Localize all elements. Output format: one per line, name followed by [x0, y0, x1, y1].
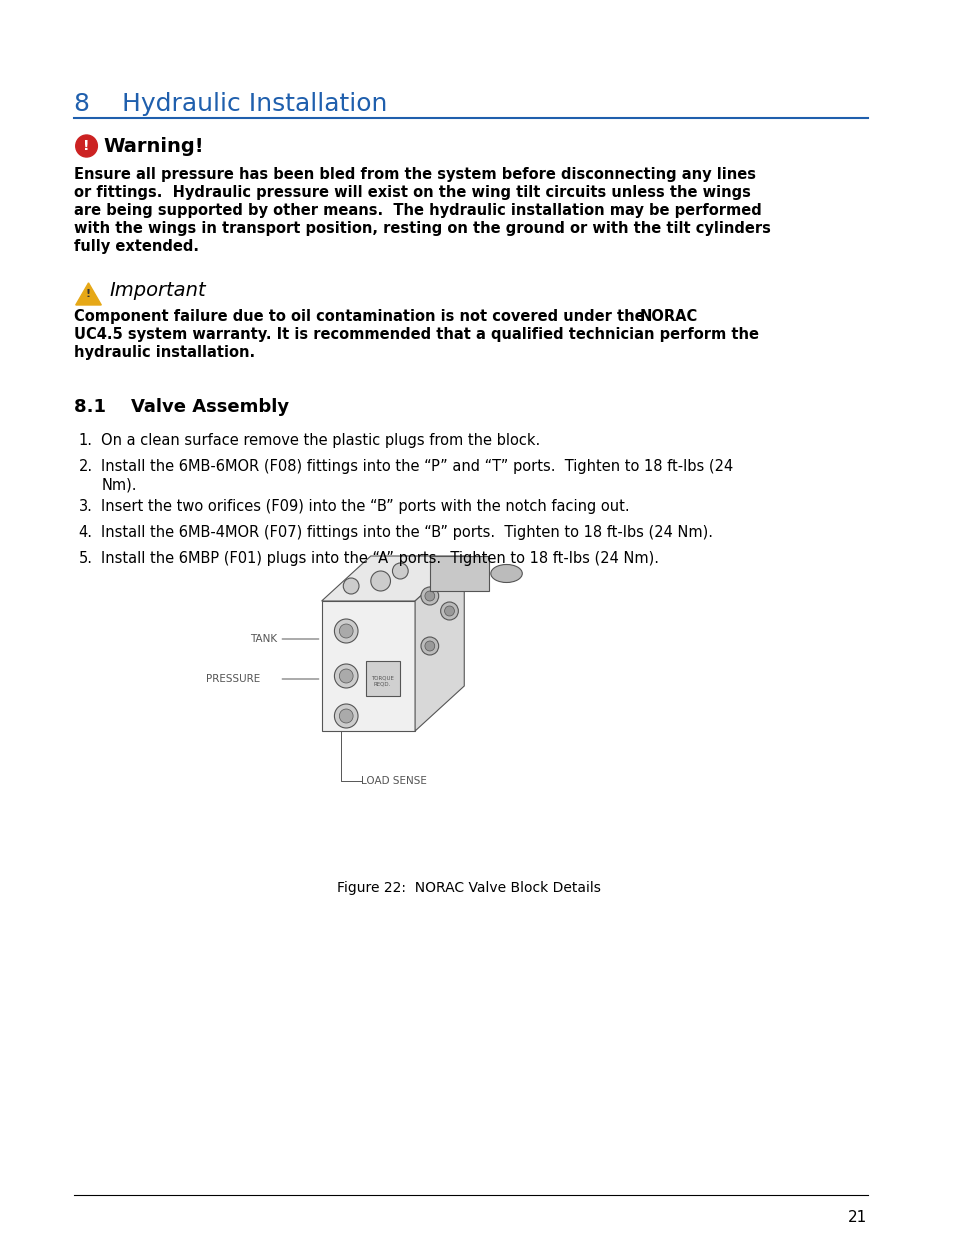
- Circle shape: [392, 563, 408, 579]
- Circle shape: [371, 571, 390, 592]
- Polygon shape: [75, 283, 101, 305]
- Text: !: !: [83, 140, 90, 153]
- Circle shape: [335, 704, 357, 727]
- Circle shape: [339, 709, 353, 722]
- Text: Warning!: Warning!: [103, 137, 204, 156]
- Circle shape: [420, 637, 438, 655]
- Text: are being supported by other means.  The hydraulic installation may be performed: are being supported by other means. The …: [73, 203, 760, 219]
- Text: UC4.5 system warranty. It is recommended that a qualified technician perform the: UC4.5 system warranty. It is recommended…: [73, 327, 758, 342]
- Polygon shape: [321, 556, 464, 601]
- Text: or fittings.  Hydraulic pressure will exist on the wing tilt circuits unless the: or fittings. Hydraulic pressure will exi…: [73, 185, 750, 200]
- Circle shape: [75, 135, 97, 157]
- Circle shape: [420, 587, 438, 605]
- FancyBboxPatch shape: [321, 601, 415, 731]
- Text: Component failure due to oil contamination is not covered under the: Component failure due to oil contaminati…: [73, 309, 649, 324]
- Circle shape: [335, 619, 357, 643]
- Polygon shape: [415, 556, 464, 731]
- Circle shape: [335, 664, 357, 688]
- Text: hydraulic installation.: hydraulic installation.: [73, 345, 254, 359]
- Text: PRESSURE: PRESSURE: [206, 674, 260, 684]
- Text: 3.: 3.: [78, 499, 92, 514]
- Circle shape: [343, 578, 358, 594]
- Text: Ensure all pressure has been bled from the system before disconnecting any lines: Ensure all pressure has been bled from t…: [73, 167, 755, 182]
- Text: TANK: TANK: [250, 634, 277, 643]
- Text: On a clean surface remove the plastic plugs from the block.: On a clean surface remove the plastic pl…: [101, 433, 540, 448]
- Text: 21: 21: [847, 1210, 866, 1225]
- Text: Important: Important: [109, 282, 206, 300]
- Text: 8    Hydraulic Installation: 8 Hydraulic Installation: [73, 91, 387, 116]
- Text: !: !: [86, 289, 91, 299]
- Text: 4.: 4.: [78, 525, 92, 540]
- Ellipse shape: [490, 564, 521, 583]
- Text: fully extended.: fully extended.: [73, 240, 198, 254]
- Circle shape: [444, 606, 454, 616]
- Circle shape: [339, 624, 353, 638]
- Text: Install the 6MBP (F01) plugs into the “A” ports.  Tighten to 18 ft-lbs (24 Nm).: Install the 6MBP (F01) plugs into the “A…: [101, 551, 659, 566]
- Text: NORAC: NORAC: [639, 309, 698, 324]
- Circle shape: [339, 669, 353, 683]
- Circle shape: [440, 601, 457, 620]
- Text: Figure 22:  NORAC Valve Block Details: Figure 22: NORAC Valve Block Details: [336, 881, 600, 895]
- FancyBboxPatch shape: [430, 556, 488, 592]
- Text: 1.: 1.: [78, 433, 92, 448]
- Text: Install the 6MB-6MOR (F08) fittings into the “P” and “T” ports.  Tighten to 18 f: Install the 6MB-6MOR (F08) fittings into…: [101, 459, 733, 474]
- Text: 2.: 2.: [78, 459, 92, 474]
- Text: Nm).: Nm).: [101, 477, 136, 492]
- FancyBboxPatch shape: [366, 661, 400, 697]
- Text: with the wings in transport position, resting on the ground or with the tilt cyl: with the wings in transport position, re…: [73, 221, 770, 236]
- Text: 5.: 5.: [78, 551, 92, 566]
- Text: TORQUE
REQD.: TORQUE REQD.: [371, 676, 394, 687]
- Text: LOAD SENSE: LOAD SENSE: [360, 776, 426, 785]
- Text: Install the 6MB-4MOR (F07) fittings into the “B” ports.  Tighten to 18 ft-lbs (2: Install the 6MB-4MOR (F07) fittings into…: [101, 525, 713, 540]
- Circle shape: [424, 641, 435, 651]
- Circle shape: [424, 592, 435, 601]
- Text: 8.1    Valve Assembly: 8.1 Valve Assembly: [73, 398, 289, 416]
- Text: Insert the two orifices (F09) into the “B” ports with the notch facing out.: Insert the two orifices (F09) into the “…: [101, 499, 629, 514]
